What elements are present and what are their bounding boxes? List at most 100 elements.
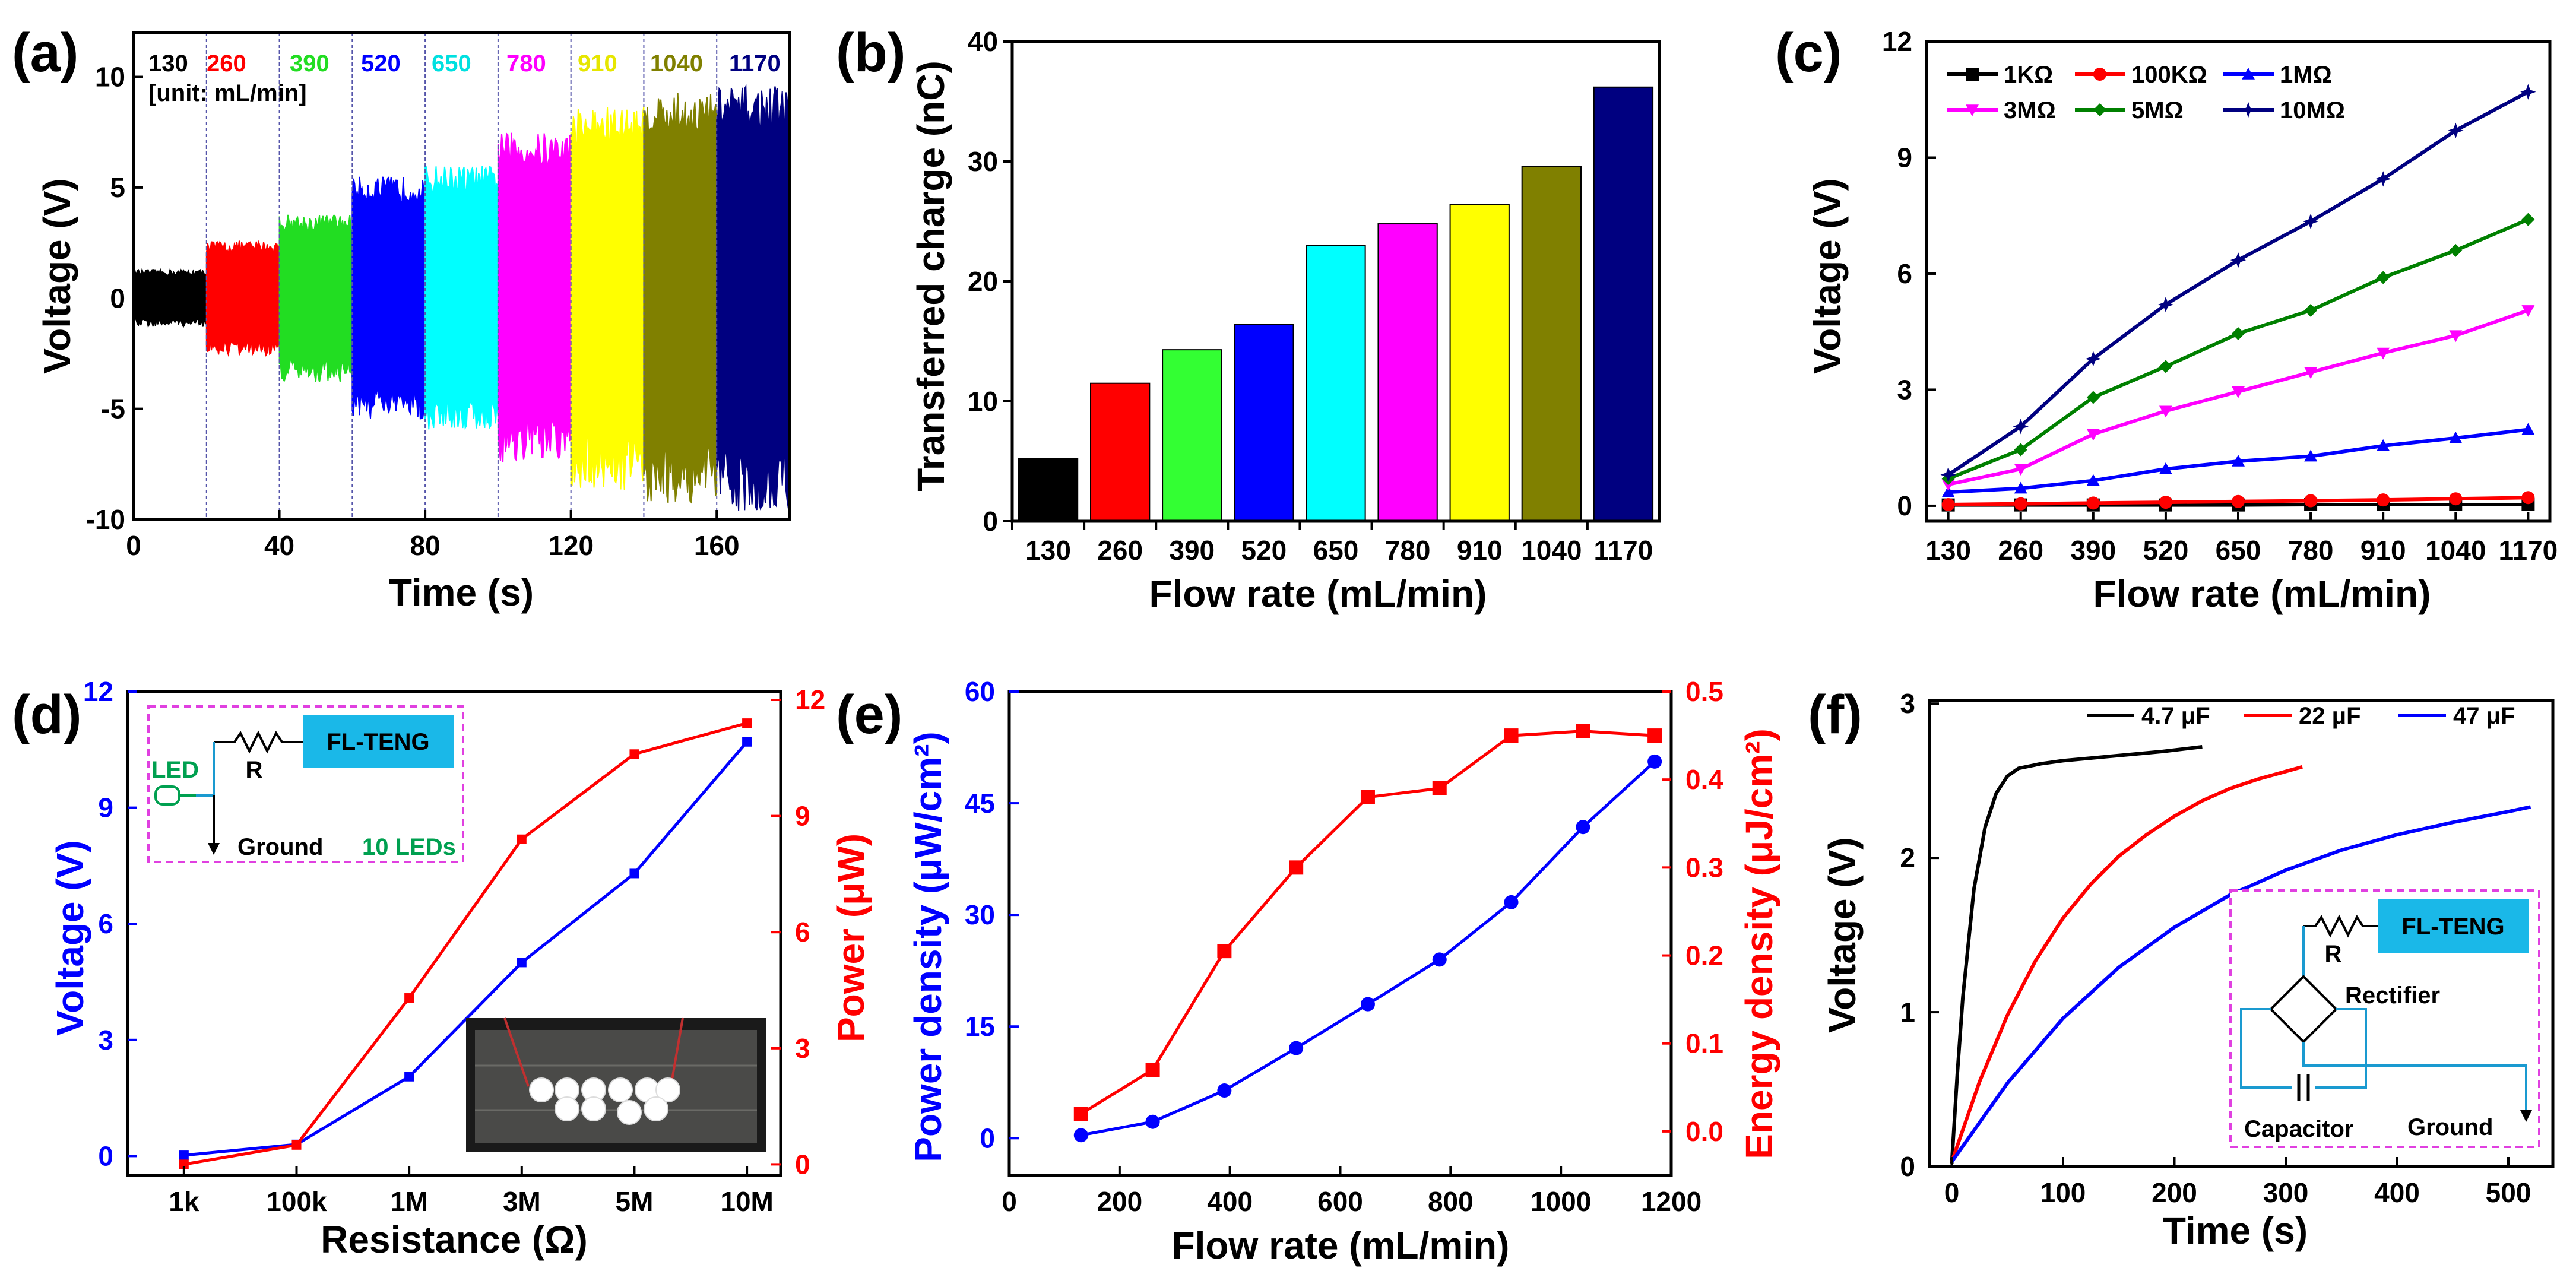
y-tick-label: 3 xyxy=(98,1025,113,1055)
series-point xyxy=(1432,952,1447,967)
x-tick-label: 0 xyxy=(1944,1177,1960,1208)
panel-e-ylabel-right: Energy density (μJ/cm²) xyxy=(1738,728,1780,1159)
segment-signal-260 xyxy=(205,239,280,357)
series-point xyxy=(629,868,639,879)
y-right-tick-label: 0.0 xyxy=(1685,1116,1723,1147)
led-light xyxy=(581,1096,606,1121)
y-tick-label: 6 xyxy=(98,908,113,939)
series-point xyxy=(2377,271,2390,284)
panel-c-ylabel: Voltage (V) xyxy=(1806,178,1849,374)
panel-a-legend-title: [unit: mL/min] xyxy=(148,80,307,106)
y-right-tick-label: 12 xyxy=(795,684,825,715)
series-point xyxy=(2377,347,2390,360)
y-tick-label: 0 xyxy=(1900,1151,1915,1182)
legend-entry-520: 520 xyxy=(361,50,401,77)
series-line-0 xyxy=(1950,745,2203,1164)
x-tick-label: 390 xyxy=(2070,535,2116,566)
series-point xyxy=(1360,997,1375,1012)
ground-label: Ground xyxy=(237,834,323,860)
panel-d-axes: 1k 100k 1M 3M 5M 10M 0 3 6 9 12 0 3 6 9 12 xyxy=(83,676,825,1217)
x-tick-label: 10M xyxy=(720,1186,773,1217)
led-icon xyxy=(154,785,196,806)
x-tick-label: 400 xyxy=(1207,1186,1253,1217)
x-tick-label: 780 xyxy=(2288,535,2334,566)
series-point xyxy=(1576,820,1590,835)
y-right-tick-label: 3 xyxy=(795,1033,810,1064)
x-tick-label: 100 xyxy=(2040,1177,2086,1208)
series-point xyxy=(1145,1114,1160,1129)
x-tick-label: 500 xyxy=(2486,1177,2531,1208)
panel-c-axes: 130 260 390 520 650 780 910 1040 1170 0 3 6 9 12 xyxy=(1882,26,2558,566)
panel-a-voltage-vs-time: (a) 0 40 80 120 160 -10 -5 0 5 10 130 260 390 520 650… xyxy=(12,23,791,614)
led-label: LED xyxy=(151,757,199,783)
led-light xyxy=(655,1077,680,1102)
bar-1040 xyxy=(1521,166,1582,522)
panel-d-label: (d) xyxy=(12,684,81,745)
series-point xyxy=(2377,493,2390,507)
series-line-power xyxy=(183,721,747,1166)
legend-marker xyxy=(2093,68,2106,81)
series-point xyxy=(742,737,752,747)
bar-130 xyxy=(1018,458,1079,522)
panel-b-plot-area xyxy=(1018,86,1654,522)
panel-b-ylabel: Transferred charge (nC) xyxy=(910,61,952,492)
series-point xyxy=(2086,474,2100,486)
y-tick-label: 15 xyxy=(965,1011,995,1042)
legend-entry-910: 910 xyxy=(578,50,617,77)
x-tick-label: 40 xyxy=(264,530,294,561)
series-point xyxy=(2448,122,2464,139)
led-light xyxy=(608,1077,633,1102)
panel-c-label: (c) xyxy=(1775,23,1842,83)
panel-e-axes: 0 200 400 600 800 1000 1200 0 15 30 45 60 0.0 0.1 0.2 0… xyxy=(965,676,1724,1217)
y-tick-label: 60 xyxy=(965,676,995,707)
legend-label: 10MΩ xyxy=(2280,97,2345,123)
legend-marker xyxy=(1966,68,1979,81)
y-tick-label: 30 xyxy=(965,899,995,930)
x-tick-label: 910 xyxy=(1457,535,1503,566)
series-point xyxy=(2304,367,2318,379)
legend-label: 4.7 μF xyxy=(2141,703,2210,729)
panel-f-axes: 0 100 200 300 400 500 0 1 2 3 xyxy=(1900,688,2531,1208)
series-point xyxy=(179,1159,189,1169)
x-tick-label: 650 xyxy=(1313,535,1359,566)
y-tick-label: 10 xyxy=(95,62,125,93)
panel-d-inset-frame xyxy=(147,705,464,863)
y-tick-label: 3 xyxy=(1900,688,1915,719)
series-line-2 xyxy=(1950,805,2531,1163)
panel-a-xlabel: Time (s) xyxy=(389,571,534,614)
panel-f-legend: 4.7 μF 22 μF 47 μF xyxy=(2087,703,2515,729)
legend-marker xyxy=(2093,103,2106,116)
panel-d-ylabel-left: Voltage (V) xyxy=(49,840,91,1036)
led-photo-inset xyxy=(466,1017,766,1152)
x-tick-label: 910 xyxy=(2360,535,2406,566)
series-point xyxy=(2014,497,2027,511)
series-point xyxy=(2013,419,2029,435)
fl-teng-label: FL-TENG xyxy=(327,729,429,755)
panel-b-label: (b) xyxy=(836,23,905,83)
legend-entry-1040: 1040 xyxy=(650,50,703,77)
series-point xyxy=(517,958,527,968)
segment-signal-650 xyxy=(424,164,499,430)
x-tick-label: 1k xyxy=(169,1186,199,1217)
x-tick-label: 200 xyxy=(1097,1186,1142,1217)
y-tick-label: 0 xyxy=(98,1140,113,1171)
x-tick-label: 1040 xyxy=(1521,535,1582,566)
legend-label: 100KΩ xyxy=(2131,62,2207,88)
y-tick-label: 0 xyxy=(110,283,125,313)
series-point xyxy=(2449,492,2463,506)
panel-e-frame xyxy=(1007,690,1673,1177)
series-point xyxy=(1432,781,1447,795)
series-point xyxy=(2014,481,2027,494)
y-tick-label: 30 xyxy=(968,146,998,177)
x-tick-label: 780 xyxy=(1385,535,1431,566)
series-point xyxy=(2302,213,2319,230)
series-point xyxy=(2449,431,2463,443)
led-light xyxy=(617,1100,642,1125)
series-line-5 xyxy=(1947,90,2529,477)
legend-label: 1MΩ xyxy=(2280,62,2332,88)
panel-e-ylabel-left: Power density (μW/cm²) xyxy=(907,731,949,1162)
panel-a-ylabel: Voltage (V) xyxy=(36,178,78,374)
segment-signal-910 xyxy=(570,106,645,491)
bar-390 xyxy=(1162,349,1222,522)
series-point xyxy=(2086,496,2100,510)
